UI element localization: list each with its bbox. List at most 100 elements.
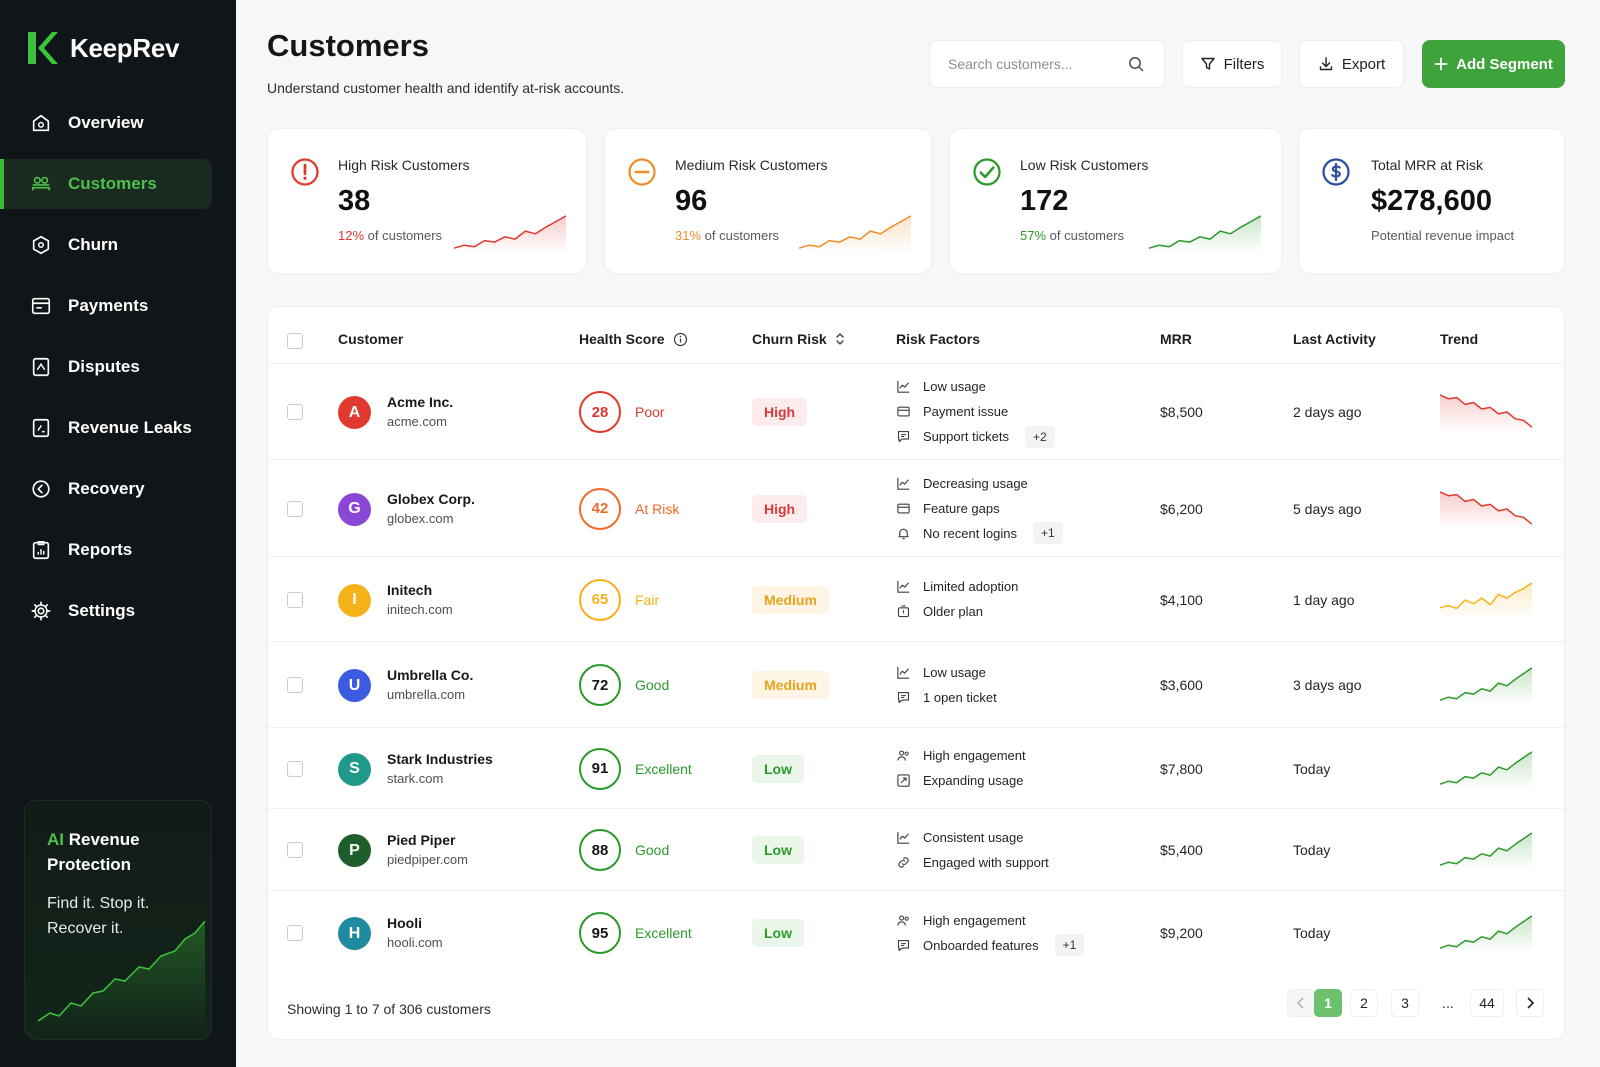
kpi-note-text: Potential revenue impact	[1371, 228, 1515, 243]
col-health-score[interactable]: Health Score	[579, 331, 688, 347]
risk-factor-text: High engagement	[923, 748, 1026, 763]
avatar: I	[338, 583, 371, 617]
col-churn-risk[interactable]: Churn Risk	[752, 331, 845, 347]
sidebar-item-label: Reports	[68, 540, 133, 559]
table-row[interactable]: S Stark Industries stark.com 91 Excellent Low…	[268, 727, 1566, 808]
risk-factor: Engaged with support	[896, 853, 1049, 871]
mrr-value: $7,800	[1160, 760, 1203, 777]
table-row[interactable]: P Pied Piper piedpiper.com 88 Good Low Consist…	[268, 808, 1566, 890]
customer-name[interactable]: Hooli	[387, 915, 422, 931]
search-input[interactable]	[948, 56, 1128, 72]
download-icon	[1319, 57, 1333, 71]
reports-icon	[32, 541, 50, 560]
health-score-label: Excellent	[635, 925, 692, 941]
kpi-sparkline	[798, 215, 912, 253]
brand-name: KeepRev	[70, 32, 180, 63]
churn-risk-badge: Medium	[752, 585, 829, 614]
col-last-activity[interactable]: Last Activity	[1293, 331, 1376, 347]
row-checkbox[interactable]	[287, 677, 303, 693]
customer-name[interactable]: Acme Inc.	[387, 394, 454, 410]
customer-domain: initech.com	[387, 601, 453, 617]
mrr-value: $8,500	[1160, 404, 1203, 420]
row-checkbox[interactable]	[287, 760, 303, 777]
sidebar-item-settings[interactable]: Settings	[0, 586, 236, 636]
customer-name[interactable]: Umbrella Co.	[387, 667, 474, 683]
sidebar-item-label: Payments	[68, 296, 149, 315]
customer-name[interactable]: Stark Industries	[387, 750, 493, 767]
sidebar-item-customers[interactable]: Customers	[0, 159, 212, 209]
kpi-note: 57% of customers	[1020, 228, 1124, 243]
health-score-label: Good	[635, 677, 670, 693]
avatar: U	[338, 669, 371, 702]
info-icon[interactable]	[673, 332, 688, 347]
churn-risk-badge: Medium	[752, 671, 829, 699]
pagination-page-44[interactable]: 44	[1470, 989, 1504, 1017]
mrr-value: $9,200	[1160, 925, 1203, 941]
chevron-right-icon	[1527, 997, 1535, 1009]
sort-icon[interactable]	[835, 332, 845, 346]
kpi-card-high-risk-customers[interactable]: High Risk Customers 38 12% of customers	[267, 128, 587, 274]
sidebar-item-disputes[interactable]: Disputes	[0, 342, 236, 392]
customer-domain: umbrella.com	[387, 687, 466, 702]
pagination-prev-button[interactable]	[1287, 989, 1315, 1017]
customer-name[interactable]: Initech	[387, 581, 433, 598]
table-row[interactable]: A Acme Inc. acme.com 28 Poor High Low usage Pay…	[268, 363, 1566, 459]
row-checkbox[interactable]	[287, 500, 303, 517]
brand[interactable]: KeepRev	[26, 30, 179, 66]
sidebar-item-payments[interactable]: Payments	[0, 281, 236, 331]
table-row[interactable]: H Hooli hooli.com 95 Excellent Low High engage…	[268, 890, 1566, 974]
col-mrr[interactable]: MRR	[1160, 331, 1192, 347]
sidebar-item-revenue-leaks[interactable]: Revenue Leaks	[0, 403, 236, 453]
kpi-card-total-mrr-at-risk[interactable]: Total MRR at Risk $278,600 Potential reven…	[1298, 128, 1565, 274]
kpi-icon-wrap	[972, 157, 1002, 187]
customer-name[interactable]: Pied Piper	[387, 832, 456, 848]
pagination-page-2[interactable]: 2	[1350, 989, 1378, 1017]
sidebar-item-churn[interactable]: Churn	[0, 220, 236, 270]
search-icon[interactable]	[1128, 56, 1144, 72]
kpi-percent: 31%	[675, 228, 702, 243]
search-box[interactable]	[929, 40, 1165, 88]
sidebar-item-label: Disputes	[68, 357, 140, 376]
table-row[interactable]: I Initech initech.com 65 Fair Medium Limited a…	[268, 556, 1566, 641]
risk-factor: High engagement	[896, 747, 1026, 765]
sidebar-item-recovery[interactable]: Recovery	[0, 464, 236, 514]
select-all-checkbox[interactable]	[287, 333, 303, 349]
row-checkbox[interactable]	[287, 925, 303, 941]
filters-button[interactable]: Filters	[1182, 40, 1282, 88]
sidebar-item-reports[interactable]: Reports	[0, 525, 236, 575]
risk-factor-text: High engagement	[923, 912, 1026, 928]
sidebar-item-overview[interactable]: Overview	[0, 98, 236, 148]
table-row[interactable]: U Umbrella Co. umbrella.com 72 Good Medium Low…	[268, 641, 1566, 727]
pagination-page-3[interactable]: 3	[1391, 989, 1419, 1017]
last-activity: Today	[1293, 925, 1331, 941]
expand-icon	[897, 774, 910, 787]
row-checkbox[interactable]	[287, 404, 303, 420]
col-customer[interactable]: Customer	[338, 331, 403, 347]
more-factors-badge[interactable]: +1	[1032, 522, 1063, 544]
kpi-card-low-risk-customers[interactable]: Low Risk Customers 172 57% of customers	[949, 128, 1282, 274]
kpi-value: 172	[1020, 185, 1069, 217]
table-row[interactable]: G Globex Corp. globex.com 42 At Risk High Decr…	[268, 459, 1566, 556]
customer-domain: acme.com	[387, 414, 447, 429]
export-button[interactable]: Export	[1299, 40, 1404, 88]
health-score-ring: 91	[579, 747, 621, 790]
kpi-label: High Risk Customers	[338, 157, 470, 173]
risk-factor-text: Low usage	[923, 379, 986, 394]
payments-icon	[31, 297, 51, 315]
kpi-card-medium-risk-customers[interactable]: Medium Risk Customers 96 31% of customers	[604, 128, 932, 274]
mrr-value: $5,400	[1160, 842, 1203, 858]
col-customer-label: Customer	[338, 331, 404, 347]
customer-name[interactable]: Globex Corp.	[387, 490, 475, 507]
ai-revenue-protection-card[interactable]: AI Revenue Protection Find it. Stop it. …	[24, 800, 212, 1040]
churn-risk-badge: Low	[752, 919, 804, 947]
pagination-next-button[interactable]	[1516, 989, 1544, 1017]
row-checkbox[interactable]	[287, 591, 303, 608]
kpi-icon-wrap	[290, 157, 320, 187]
pagination-page-1[interactable]: 1	[1314, 989, 1342, 1017]
add-segment-button[interactable]: Add Segment	[1422, 40, 1565, 88]
disputes-icon	[32, 357, 50, 377]
row-checkbox[interactable]	[287, 842, 303, 858]
chart-icon	[897, 666, 910, 679]
more-factors-badge[interactable]: +2	[1025, 425, 1055, 448]
more-factors-badge[interactable]: +1	[1054, 934, 1085, 956]
